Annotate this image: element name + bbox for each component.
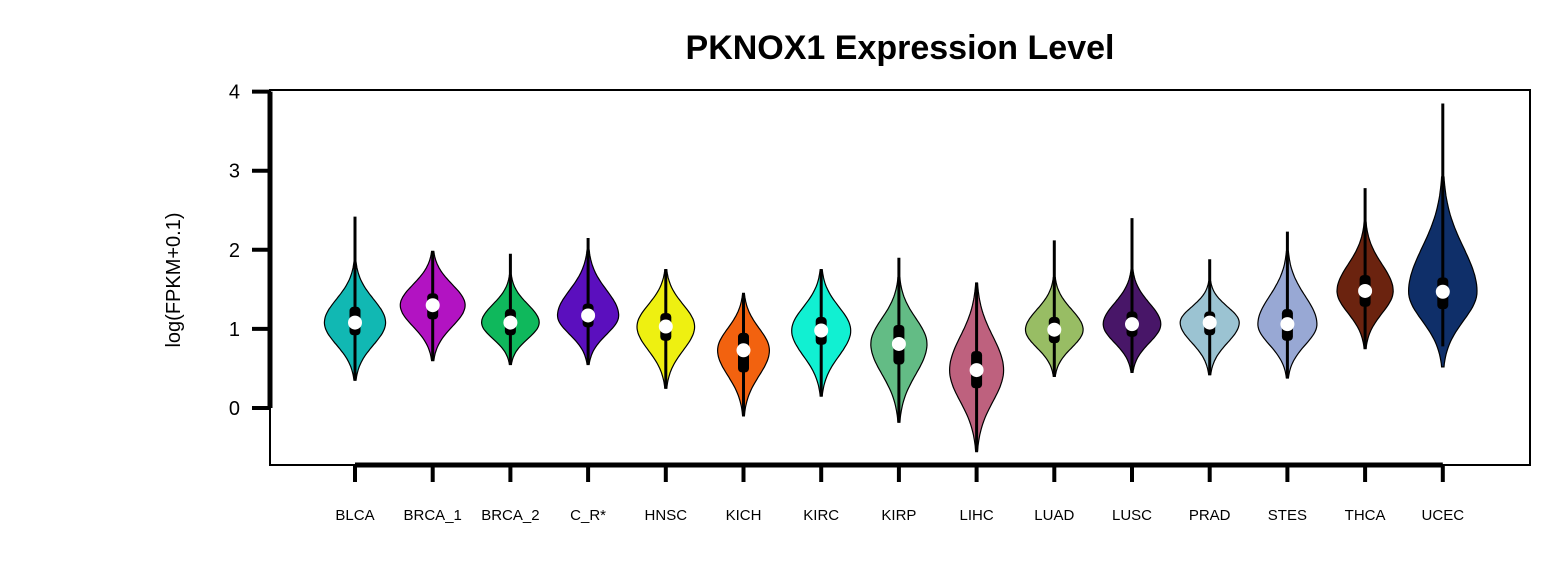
chart-title: PKNOX1 Expression Level xyxy=(686,29,1115,67)
violin-median-dot xyxy=(658,319,673,334)
violin-median-dot xyxy=(891,336,906,351)
x-axis: BLCA BRCA_1 BRCA_2 C_R* HNSC KICH KIRC KIRP LIHC… xyxy=(335,462,1465,524)
y-axis-label: log(FPKM+0.1) xyxy=(163,212,185,347)
violin-median-dot xyxy=(1125,317,1139,332)
violin-median-dot xyxy=(1280,317,1295,332)
x-tick-label: LUAD xyxy=(1034,507,1074,524)
violin-median-dot xyxy=(1047,322,1062,337)
x-tick-label: HNSC xyxy=(645,507,688,524)
violin-lihc xyxy=(948,282,1005,453)
violin-luad xyxy=(1024,240,1084,377)
y-tick-label: 2 xyxy=(229,240,240,262)
y-axis: 0 1 2 3 4 xyxy=(229,82,273,420)
x-tick-label: KICH xyxy=(726,507,762,524)
violin-c-r- xyxy=(556,237,620,366)
x-tick-label: UCEC xyxy=(1422,507,1465,524)
violin-median-dot xyxy=(1435,284,1450,299)
violin-median-dot xyxy=(1202,315,1217,330)
violins xyxy=(323,103,1478,453)
x-tick-label: STES xyxy=(1268,507,1307,524)
x-tick-label: BRCA_2 xyxy=(481,507,539,524)
violin-hnsc xyxy=(636,269,696,389)
x-tick-label: LIHC xyxy=(960,507,994,524)
x-tick-label: KIRC xyxy=(803,507,839,524)
violin-kirp xyxy=(870,257,928,423)
violin-median-dot xyxy=(425,298,440,313)
violin-brca-1 xyxy=(399,250,466,362)
violin-median-dot xyxy=(969,363,984,378)
y-tick-label: 1 xyxy=(229,319,240,341)
violin-median-dot xyxy=(1358,283,1373,298)
x-tick-label: C_R* xyxy=(570,507,606,524)
x-tick-label: KIRP xyxy=(881,507,916,524)
violin-thca xyxy=(1336,188,1394,350)
violin-kich xyxy=(716,292,771,417)
violin-brca-2 xyxy=(480,253,540,366)
violin-stes xyxy=(1257,231,1318,379)
violin-median-dot xyxy=(503,315,518,330)
violin-median-dot xyxy=(736,343,751,358)
x-tick-label: BRCA_1 xyxy=(404,507,462,524)
x-tick-label: BLCA xyxy=(335,507,374,524)
violin-lusc xyxy=(1102,218,1162,373)
y-tick-label: 0 xyxy=(229,398,240,420)
violin-blca xyxy=(323,216,387,381)
violin-prad xyxy=(1179,259,1240,376)
violin-median-dot xyxy=(581,308,596,323)
y-tick-label: 4 xyxy=(229,82,240,104)
x-tick-label: PRAD xyxy=(1189,507,1231,524)
y-tick-label: 3 xyxy=(229,161,240,183)
violin-median-dot xyxy=(814,323,829,338)
x-tick-label: THCA xyxy=(1345,507,1386,524)
violin-ucec xyxy=(1407,103,1478,368)
x-tick-label: LUSC xyxy=(1112,507,1152,524)
violin-kirc xyxy=(791,269,852,397)
violin-median-dot xyxy=(348,315,362,330)
